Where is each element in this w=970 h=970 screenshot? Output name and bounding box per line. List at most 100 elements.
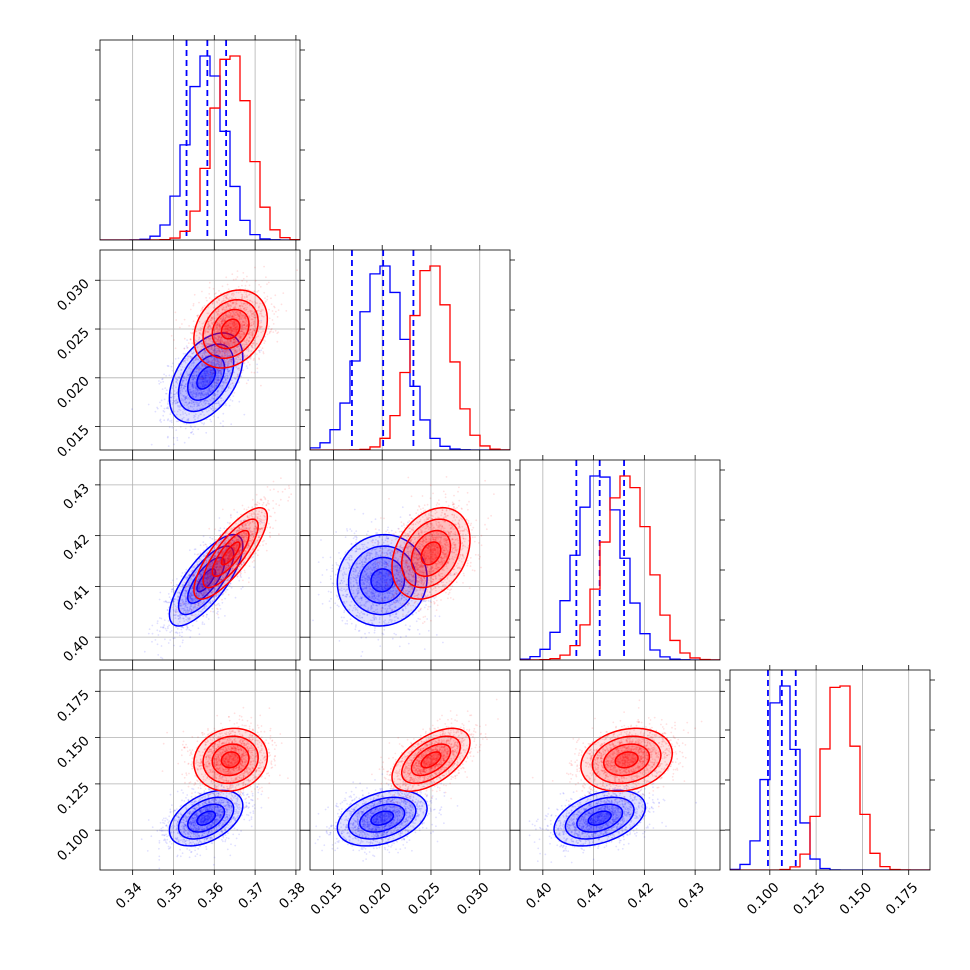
scatter-point [194,380,196,383]
scatter-point [206,380,208,383]
scatter-point [209,373,212,376]
scatter-point [199,378,202,381]
scatter-point [219,372,222,375]
scatter-point [174,399,177,402]
scatter-point [216,382,219,385]
scatter-point [190,426,193,429]
scatter-point [208,390,211,392]
scatter-point [184,361,187,364]
scatter-point [179,373,182,376]
scatter-point [223,346,226,348]
scatter-point [190,357,193,360]
scatter-point [204,372,207,375]
scatter-point [211,389,214,392]
scatter-point [194,382,196,385]
scatter-point [195,394,198,396]
scatter-point [190,356,193,358]
scatter-point [216,393,219,396]
scatter-point [170,392,173,395]
scatter-point [192,433,195,435]
scatter-point [214,393,217,396]
scatter-point [229,331,232,334]
scatter-point [217,389,220,392]
scatter-point [220,397,223,400]
scatter-point [226,364,229,367]
scatter-point [221,601,224,604]
scatter-point [211,340,214,343]
scatter-point [210,390,213,392]
scatter-point [260,319,263,322]
scatter-point [227,386,230,389]
scatter-point [201,410,204,413]
scatter-point [206,400,208,402]
scatter-point [210,356,213,359]
scatter-point [206,394,209,396]
scatter-point [215,381,218,383]
scatter-point [209,367,212,369]
scatter-point [201,365,204,368]
panel-1-0 [100,250,300,450]
scatter-point [172,399,175,402]
scatter-point [192,351,195,354]
scatter-point [197,371,200,374]
scatter-point [202,380,204,383]
scatter-point [213,349,216,352]
scatter-point [193,385,196,388]
scatter-point [250,371,253,374]
scatter-point [199,413,202,416]
scatter-point [187,419,190,422]
scatter-point [218,361,221,363]
scatter-point [196,405,198,408]
scatter-point [200,382,203,385]
y-tick-label: 0.030 [54,276,93,315]
scatter-point [217,378,220,381]
scatter-point [183,387,186,390]
scatter-point [183,318,186,321]
scatter-point [194,425,196,428]
scatter-point [168,596,171,599]
scatter-point [231,400,234,402]
scatter-point [178,375,181,378]
scatter-point [197,428,200,431]
scatter-point [239,358,242,361]
scatter-point [224,377,227,380]
scatter-point [165,389,168,392]
scatter-point [219,365,222,368]
scatter-point [230,586,233,589]
scatter-point [167,365,170,368]
scatter-point [200,378,203,381]
scatter-point [208,281,211,284]
scatter-point [197,358,200,361]
scatter-point [215,351,218,354]
scatter-point [191,393,193,396]
scatter-point [214,352,217,354]
scatter-point [163,624,166,626]
scatter-point [276,316,279,318]
scatter-point [212,381,215,384]
scatter-point [189,355,191,358]
scatter-point [173,393,175,396]
scatter-point [211,405,214,408]
scatter-point [181,380,184,382]
scatter-point [210,362,213,365]
scatter-point [194,392,197,395]
scatter-point [193,374,196,377]
scatter-point [215,364,217,367]
scatter-point [205,358,208,361]
scatter-point [192,384,195,386]
scatter-point [191,332,194,335]
scatter-point [208,328,211,331]
scatter-point [183,396,186,399]
scatter-point [166,407,169,410]
scatter-point [203,623,206,626]
scatter-point [203,394,206,396]
scatter-point [209,542,212,545]
scatter-point [237,367,240,370]
scatter-point [161,657,164,660]
scatter-point [223,355,225,358]
scatter-point [184,377,186,380]
scatter-point [232,338,235,341]
scatter-point [180,368,183,371]
scatter-point [147,403,150,406]
